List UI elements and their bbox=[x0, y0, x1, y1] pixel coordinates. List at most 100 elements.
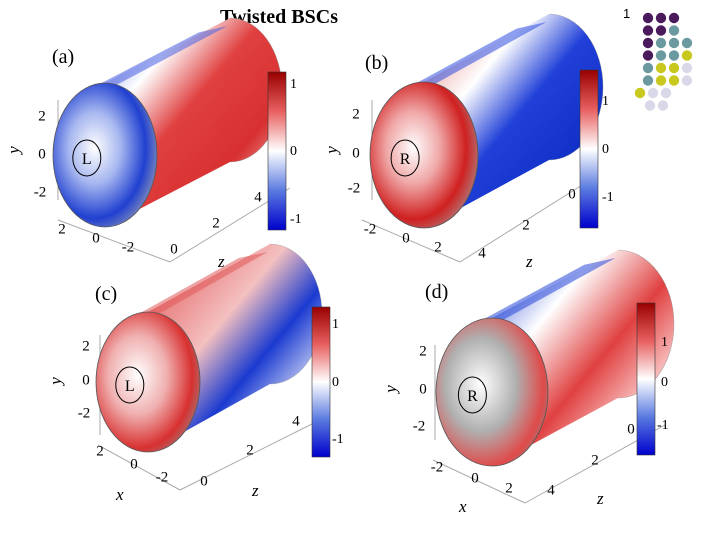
handedness-label: R bbox=[467, 388, 478, 405]
z-tick: 0 bbox=[200, 473, 208, 490]
z-tick: 0 bbox=[170, 241, 178, 258]
decorative-dot bbox=[644, 100, 656, 111]
z-tick: 2 bbox=[246, 442, 254, 459]
handedness-circle bbox=[390, 139, 420, 177]
x-tick: -2 bbox=[363, 221, 377, 238]
handedness-label: R bbox=[400, 151, 411, 168]
colorbar-tick: -1 bbox=[657, 418, 669, 433]
cylinder-band bbox=[458, 258, 616, 333]
colorbar-tick: 0 bbox=[332, 375, 339, 390]
decorative-dot bbox=[681, 62, 693, 74]
far-rim bbox=[548, 13, 604, 161]
z-tick: 2 bbox=[522, 217, 530, 234]
x-axis-label: x bbox=[459, 497, 467, 516]
y-axis-label: y bbox=[3, 146, 23, 154]
axis-line bbox=[459, 179, 591, 263]
y-axis-label: y bbox=[45, 377, 65, 385]
colorbar bbox=[267, 71, 287, 231]
handedness-circle bbox=[457, 376, 487, 414]
x-tick: 2 bbox=[58, 221, 66, 238]
decorative-dot bbox=[668, 25, 680, 36]
colorbar-tick: 1 bbox=[290, 77, 297, 92]
decorative-dot bbox=[655, 12, 667, 24]
decorative-dot bbox=[668, 37, 680, 49]
cylinder-plot: L bbox=[95, 243, 331, 491]
colorbar-tick: 0 bbox=[602, 142, 609, 157]
y-tick: 0 bbox=[82, 372, 90, 389]
x-axis-label: x bbox=[116, 485, 124, 504]
panel-d: R (d) y x z 2 0 -2 -2 0 2 0 2 4 1 0 -1 bbox=[375, 249, 720, 530]
decorative-dot bbox=[642, 12, 654, 24]
colorbar bbox=[579, 69, 599, 229]
axis-line bbox=[432, 459, 526, 504]
decorative-dot bbox=[655, 50, 667, 61]
end-face bbox=[435, 317, 549, 467]
z-axis-label: z bbox=[526, 252, 533, 271]
handedness-label: L bbox=[125, 378, 135, 395]
decorative-dot bbox=[642, 75, 654, 86]
colorbar-tick: 0 bbox=[290, 144, 297, 159]
decorative-dot bbox=[655, 75, 667, 86]
z-tick: 4 bbox=[478, 245, 486, 262]
panel-label: (c) bbox=[95, 283, 118, 305]
decorative-dot bbox=[660, 87, 672, 99]
decorative-dot bbox=[647, 87, 659, 99]
x-tick: 2 bbox=[96, 443, 104, 460]
z-tick: 4 bbox=[547, 482, 555, 499]
axis-line bbox=[97, 444, 181, 491]
decorative-dot bbox=[681, 37, 693, 49]
decorative-dot bbox=[642, 37, 654, 49]
y-tick: 2 bbox=[352, 106, 360, 123]
x-tick: -2 bbox=[430, 459, 444, 476]
decorative-dot bbox=[681, 75, 693, 86]
handedness-circle bbox=[72, 139, 102, 177]
y-tick: -2 bbox=[412, 418, 426, 435]
handedness-circle bbox=[115, 366, 145, 404]
decorative-dot bbox=[642, 25, 654, 36]
decorative-dot bbox=[642, 62, 654, 74]
colorbar-tick: 0 bbox=[661, 375, 668, 390]
colorbar-tick: 1 bbox=[661, 335, 668, 350]
y-tick: 0 bbox=[419, 381, 427, 398]
colorbar-tick: -1 bbox=[290, 212, 302, 227]
y-axis-label: y bbox=[380, 385, 400, 393]
cylinder-band bbox=[116, 252, 268, 326]
cylinder-band bbox=[391, 22, 547, 97]
x-tick: 0 bbox=[402, 230, 410, 247]
colorbar-tick: 1 bbox=[602, 94, 609, 109]
z-tick: 0 bbox=[627, 421, 635, 438]
z-tick: 4 bbox=[254, 189, 262, 206]
z-axis-label: z bbox=[218, 252, 225, 271]
page-number: 1 bbox=[623, 6, 631, 21]
handedness-label: L bbox=[82, 151, 92, 168]
cylinder-plot: L bbox=[52, 17, 291, 263]
panel-c: L (c) y x z 2 0 -2 2 0 -2 0 2 4 1 0 -1 bbox=[40, 243, 380, 530]
y-tick: 2 bbox=[419, 343, 427, 360]
x-tick: 0 bbox=[130, 456, 138, 473]
z-tick: 2 bbox=[591, 452, 599, 469]
colorbar bbox=[636, 302, 656, 456]
y-tick: 2 bbox=[82, 338, 90, 355]
decorative-dot bbox=[657, 100, 669, 111]
colorbar-tick: -1 bbox=[602, 190, 614, 205]
z-axis-label: z bbox=[252, 481, 259, 500]
x-tick: 2 bbox=[434, 239, 442, 256]
axis-line bbox=[361, 219, 461, 263]
end-face bbox=[52, 82, 158, 228]
y-tick: -2 bbox=[77, 405, 91, 422]
y-tick: 0 bbox=[38, 146, 46, 163]
decorative-dot bbox=[642, 50, 654, 61]
z-tick: 0 bbox=[568, 186, 576, 203]
cylinder-band bbox=[73, 26, 228, 98]
panel-label: (b) bbox=[365, 52, 389, 74]
colorbar-tick: 1 bbox=[332, 317, 339, 332]
y-axis-label: y bbox=[321, 146, 341, 154]
z-axis-label: z bbox=[597, 489, 604, 508]
z-tick: 2 bbox=[212, 215, 220, 232]
decorative-dot bbox=[668, 12, 680, 24]
decorative-dot bbox=[681, 50, 693, 61]
x-tick: -2 bbox=[155, 469, 169, 486]
cylinder-plot: R bbox=[361, 13, 604, 263]
panel-b: R (b) y z 2 0 -2 -2 0 2 0 2 4 1 0 -1 bbox=[320, 13, 660, 271]
